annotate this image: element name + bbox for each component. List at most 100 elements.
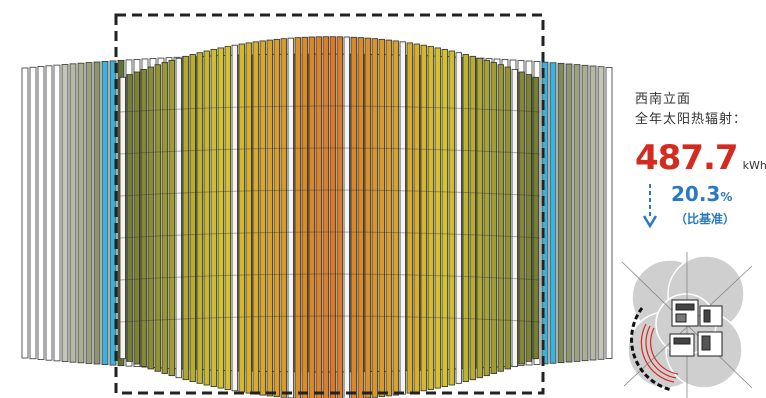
back-fin <box>557 62 565 364</box>
facade-fin <box>154 64 161 372</box>
facade-fin <box>504 66 511 370</box>
back-fin <box>29 66 37 360</box>
southwest-facade-marker <box>630 307 673 392</box>
facade-fin <box>252 41 259 395</box>
back-fin <box>581 64 589 362</box>
facade-fin <box>308 36 315 398</box>
facade-fin <box>189 54 196 382</box>
facade-fin <box>420 44 427 392</box>
facade-fin <box>490 62 497 374</box>
floor-line <box>119 273 541 281</box>
facade-fin <box>168 59 175 377</box>
facade-fin <box>210 49 217 387</box>
facade-fin <box>406 42 413 394</box>
facade-fin <box>301 36 308 398</box>
back-fin <box>93 61 101 365</box>
facade-fin <box>280 38 287 398</box>
facade-fin <box>392 40 399 396</box>
plan-buildings <box>669 299 723 357</box>
back-fin <box>597 66 605 360</box>
facade-fin <box>203 50 210 386</box>
facade-fin <box>245 42 252 394</box>
facade-fin <box>238 43 245 393</box>
back-fin <box>605 67 613 359</box>
facade-fin <box>273 38 280 398</box>
facade-fin <box>378 38 385 398</box>
metric-label: 全年太阳热辐射： <box>635 112 748 127</box>
facade-fin <box>126 74 133 362</box>
facade-fin <box>161 62 168 374</box>
back-fin <box>69 63 77 363</box>
radiation-reading: 487.7 kWh/m2 <box>635 138 766 178</box>
reduction-row: 20.3% （比基准） <box>635 180 763 234</box>
down-arrow-icon <box>643 184 657 229</box>
floor-line <box>119 147 541 155</box>
facade-fin <box>371 38 378 398</box>
facade-fin <box>259 40 266 396</box>
site-plan-diagram <box>621 252 753 398</box>
facade-fin <box>147 66 154 370</box>
back-fin <box>549 62 557 364</box>
facade-fin <box>287 37 294 398</box>
reference-label: （比基准） <box>675 212 736 226</box>
back-fin <box>45 65 53 361</box>
radiation-value: 487.7 <box>635 138 739 178</box>
back-fin <box>61 64 69 362</box>
facade-fin <box>315 36 322 398</box>
facade-fin <box>182 55 189 381</box>
back-fin <box>573 64 581 362</box>
facade-elevation <box>21 13 613 398</box>
facade-fin <box>518 71 525 365</box>
facade-fin <box>217 47 224 389</box>
back-fin <box>565 63 573 363</box>
facade-fin <box>427 46 434 390</box>
facade-fin <box>133 71 140 365</box>
radiation-unit: kWh/m2 <box>742 159 766 172</box>
back-fin <box>101 61 109 365</box>
facade-fin <box>343 36 350 398</box>
facade-fin <box>434 47 441 389</box>
facade-fin <box>140 69 147 367</box>
facade-fin <box>469 55 476 381</box>
facade-fin <box>350 36 357 398</box>
back-fin <box>21 67 29 359</box>
facade-fin <box>532 76 539 360</box>
facade-fin <box>336 36 343 398</box>
facade-fin <box>476 57 483 379</box>
facade-fin <box>399 41 406 395</box>
facade-fin <box>196 52 203 384</box>
back-fin <box>85 62 93 364</box>
facade-fin <box>266 39 273 397</box>
facade-fin <box>175 57 182 379</box>
back-fin <box>77 62 85 364</box>
back-fin <box>589 65 597 361</box>
facade-fin <box>385 39 392 397</box>
floor-line <box>119 231 541 239</box>
facade-fin <box>525 74 532 362</box>
facade-fin <box>119 76 126 360</box>
info-panel: 西南立面 全年太阳热辐射： 487.7 kWh/m2 20.3% （比基准） <box>635 90 766 234</box>
back-fin <box>37 66 45 360</box>
facade-fin <box>448 50 455 386</box>
facade-fin <box>413 43 420 393</box>
facade-fin <box>224 46 231 390</box>
facade-fin <box>497 64 504 372</box>
floor-line <box>119 105 541 113</box>
facade-fin <box>322 36 329 398</box>
facade-fin <box>455 52 462 384</box>
facade-fin <box>364 37 371 398</box>
back-fin <box>53 64 61 362</box>
reduction-percent: 20.3% <box>671 182 733 206</box>
floor-line <box>119 315 541 323</box>
facade-fin <box>483 59 490 377</box>
facade-fin <box>231 44 238 392</box>
selection-frame <box>114 13 545 395</box>
facade-fin <box>511 69 518 367</box>
floor-line <box>119 189 541 197</box>
facade-fin <box>357 37 364 398</box>
facade-label: 西南立面 <box>635 92 692 107</box>
facade-fin <box>441 49 448 387</box>
facade-fin <box>294 37 301 398</box>
highlight-arcs <box>640 323 679 383</box>
facade-fin <box>462 54 469 382</box>
